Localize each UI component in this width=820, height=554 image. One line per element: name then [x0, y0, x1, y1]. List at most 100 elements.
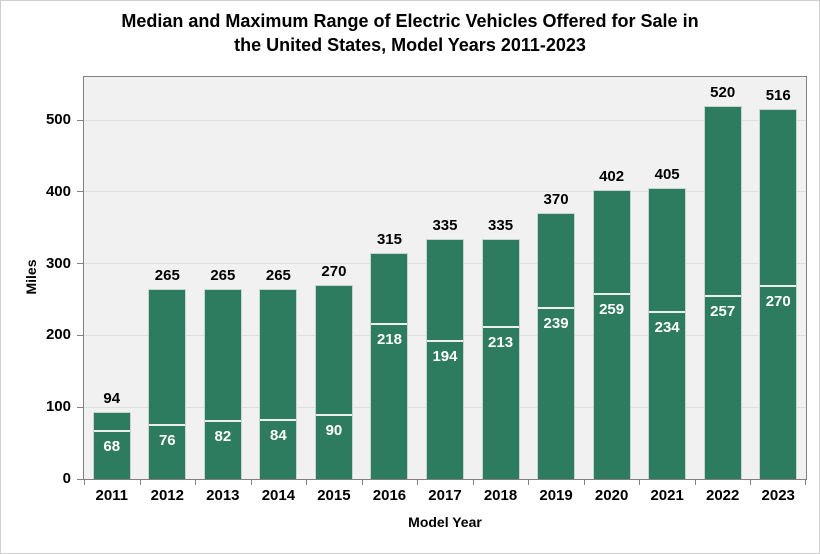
median-line [93, 430, 130, 433]
y-axis-tick [77, 406, 83, 408]
max-range-bar: 90 [314, 285, 353, 479]
x-tick-label: 2011 [95, 487, 129, 504]
max-range-bar: 234 [648, 188, 687, 479]
y-axis-title: Miles [23, 259, 39, 295]
median-value-label: 213 [488, 334, 514, 352]
bar-column: 68 94 [84, 77, 140, 479]
x-axis-tick [694, 480, 696, 485]
median-value-label: 257 [710, 302, 736, 320]
bar-column: 257 520 [695, 77, 751, 479]
max-range-bar: 239 [537, 213, 576, 479]
bar-column: 84 265 [251, 77, 307, 479]
x-axis-tick [250, 480, 252, 485]
x-tick-label: 2017 [428, 487, 462, 504]
x-tick-label: 2019 [539, 487, 573, 504]
bar-column: 76 265 [140, 77, 196, 479]
x-axis-tick [750, 480, 752, 485]
median-line [704, 294, 741, 297]
median-value-label: 82 [214, 428, 232, 446]
x-axis-tick [528, 480, 530, 485]
max-value-label: 402 [599, 168, 625, 186]
max-value-label: 405 [654, 166, 680, 184]
max-value-label: 265 [154, 266, 180, 284]
x-axis-tick [84, 480, 85, 485]
median-value-label: 259 [599, 301, 625, 319]
gridline [84, 119, 806, 121]
bar-column: 234 405 [639, 77, 695, 479]
bar-column: 259 402 [584, 77, 640, 479]
x-axis-tick [361, 480, 363, 485]
bar-column: 90 270 [306, 77, 362, 479]
max-range-bar: 76 [148, 288, 187, 479]
max-value-label: 270 [321, 263, 347, 281]
max-value-label: 335 [488, 216, 514, 234]
bar-column: 194 335 [417, 77, 473, 479]
y-tick-label: 400 [45, 182, 71, 200]
chart-title: Median and Maximum Range of Electric Veh… [51, 10, 769, 58]
max-value-label: 265 [265, 266, 291, 284]
median-line [371, 322, 408, 325]
x-axis-tick [417, 480, 419, 485]
y-axis-tick [77, 334, 83, 336]
y-axis-tick [77, 191, 83, 193]
x-tick-label: 2021 [650, 487, 684, 504]
max-range-bar: 213 [481, 238, 520, 479]
x-axis-tick [139, 480, 141, 485]
chart-title-line-2: the United States, Model Years 2011-2023 [234, 34, 586, 55]
x-axis-tick [472, 480, 474, 485]
bar-column: 82 265 [195, 77, 251, 479]
x-tick-label: 2023 [761, 487, 795, 504]
median-line [149, 424, 186, 427]
gridline [84, 191, 806, 193]
median-value-label: 90 [325, 422, 343, 440]
bar-column: 213 335 [473, 77, 529, 479]
x-tick-label: 2020 [594, 487, 629, 504]
median-line [204, 420, 241, 423]
max-range-bar: 84 [259, 288, 298, 479]
x-tick-label: 2013 [206, 487, 240, 504]
median-value-label: 76 [158, 432, 176, 450]
x-tick-label: 2018 [483, 487, 518, 504]
max-range-bar: 68 [92, 411, 131, 479]
median-line [482, 326, 519, 329]
x-axis-tick [583, 480, 585, 485]
y-tick-label: 200 [45, 326, 71, 344]
max-range-bar: 194 [425, 238, 464, 479]
bar-column: 270 516 [750, 77, 806, 479]
median-line [649, 311, 686, 314]
max-value-label: 265 [210, 266, 236, 284]
median-value-label: 68 [103, 438, 121, 456]
max-value-label: 315 [376, 230, 402, 248]
y-tick-label: 100 [45, 398, 71, 416]
median-value-label: 239 [543, 315, 569, 333]
median-line [593, 293, 630, 296]
x-tick-label: 2022 [706, 487, 740, 504]
median-line [315, 414, 352, 417]
median-value-label: 270 [765, 293, 791, 311]
median-value-label: 234 [654, 319, 680, 337]
max-value-label: 94 [103, 389, 121, 407]
y-tick-label: 0 [62, 470, 71, 487]
x-tick-label: 2016 [372, 487, 407, 504]
x-tick-label: 2014 [261, 487, 296, 504]
chart-title-line-1: Median and Maximum Range of Electric Veh… [121, 11, 699, 31]
x-axis-tick [195, 480, 197, 485]
x-axis-tick [639, 480, 641, 485]
y-axis-tick [77, 263, 83, 265]
max-range-bar: 82 [203, 288, 242, 479]
max-range-bar: 259 [592, 190, 631, 479]
x-axis-tick [306, 480, 308, 485]
max-range-bar: 270 [759, 108, 798, 479]
y-axis-tick [77, 119, 83, 121]
median-value-label: 84 [270, 426, 287, 444]
bar-column: 239 370 [528, 77, 584, 479]
median-line [260, 418, 297, 421]
plot-area: 68 94 76 265 82 265 84 265 90 270 218 315 194 335 213 3… [83, 76, 807, 480]
max-value-label: 370 [543, 191, 569, 209]
median-value-label: 194 [432, 347, 458, 365]
y-axis-tick [77, 478, 83, 480]
x-tick-label: 2012 [150, 487, 184, 504]
max-value-label: 516 [765, 86, 791, 104]
x-tick-label: 2015 [317, 487, 351, 504]
